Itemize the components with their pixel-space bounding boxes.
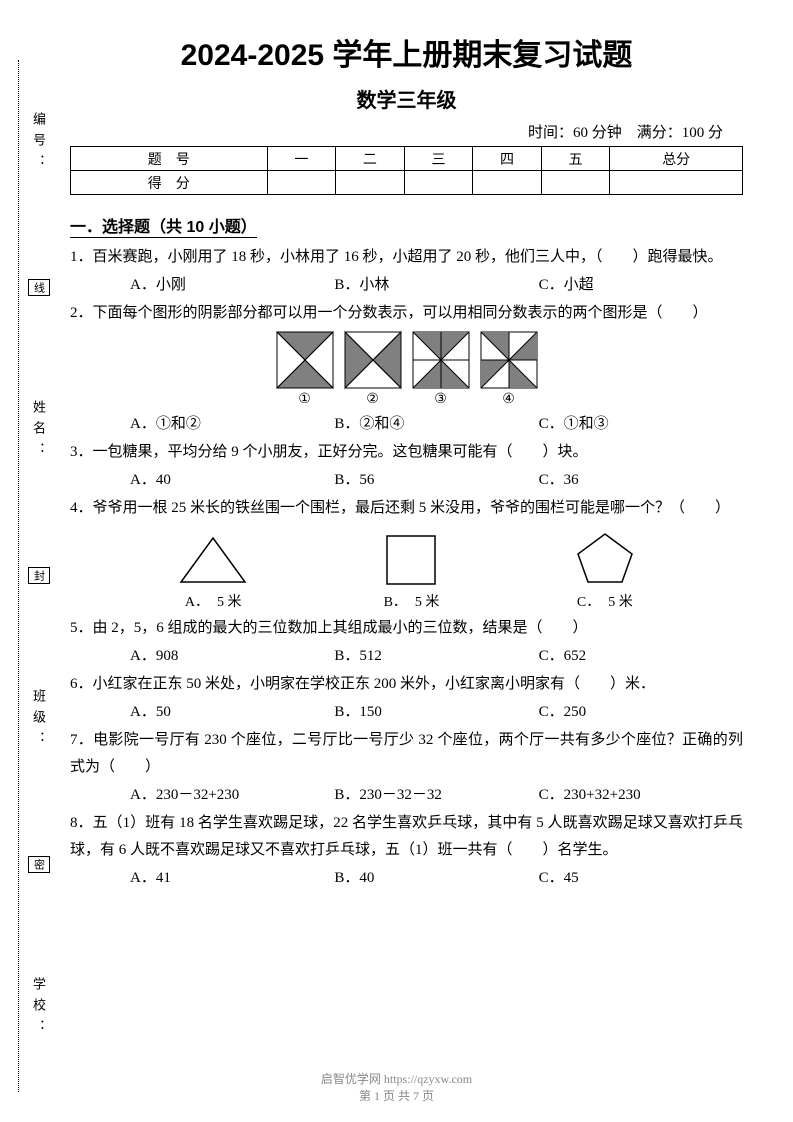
q2-label-3: ③ <box>434 392 447 407</box>
q2-options: A．①和② B．②和④ C．①和③ <box>70 412 743 433</box>
section-heading: 一．选择题（共 10 小题） <box>70 213 257 238</box>
score-cell <box>541 171 610 195</box>
q8-option-c: C．45 <box>539 866 743 887</box>
score-header-cell: 题 号 <box>71 147 268 171</box>
pentagon-icon <box>574 530 636 586</box>
q6-options: A．50 B．150 C．250 <box>70 700 743 721</box>
q1-options: A．小刚 B．小林 C．小超 <box>70 273 743 294</box>
binding-sidebar: 编号： 线 姓名： 封 班级： 密 学校： <box>18 60 58 1092</box>
fraction-square-icon <box>344 331 402 389</box>
sidebar-mark-line: 线 <box>28 279 50 296</box>
sidebar-label-id: 编号： <box>29 112 48 175</box>
triangle-icon <box>177 534 249 586</box>
page-number: 第 1 页 共 7 页 <box>0 1087 793 1104</box>
q2-option-c: C．①和③ <box>539 412 743 433</box>
q5-option-a: A．908 <box>130 644 334 665</box>
watermark: 启智优学网 https://qzyxw.com <box>0 1070 793 1087</box>
score-header-cell: 二 <box>336 147 405 171</box>
score-header-cell: 一 <box>267 147 336 171</box>
q6-option-c: C．250 <box>539 700 743 721</box>
q1-option-b: B．小林 <box>334 273 538 294</box>
page-subtitle: 数学三年级 <box>70 84 743 113</box>
q2-option-a: A．①和② <box>130 412 334 433</box>
score-header-cell: 三 <box>404 147 473 171</box>
page-title: 2024-2025 学年上册期末复习试题 <box>70 30 743 74</box>
question-3: 3．一包糖果，平均分给 9 个小朋友，正好分完。这包糖果可能有（ ）块。 <box>70 439 743 466</box>
q3-option-b: B．56 <box>334 468 538 489</box>
question-5: 5．由 2，5，6 组成的最大的三位数加上其组成最小的三位数，结果是（ ） <box>70 615 743 642</box>
fraction-square-icon <box>412 331 470 389</box>
q7-options: A．230－32+230 B．230－32－32 C．230+32+230 <box>70 783 743 804</box>
q2-shape-3: ③ <box>412 331 470 408</box>
sidebar-label-name: 姓名： <box>29 400 48 463</box>
q2-shape-1: ① <box>276 331 334 408</box>
fraction-square-icon <box>480 331 538 389</box>
q1-option-a: A．小刚 <box>130 273 334 294</box>
sidebar-mark-seal: 封 <box>28 567 50 584</box>
q4-label-c: 5 米 <box>608 595 633 610</box>
q6-option-a: A．50 <box>130 700 334 721</box>
score-header-cell: 五 <box>541 147 610 171</box>
score-header-cell: 四 <box>473 147 542 171</box>
score-cell <box>610 171 743 195</box>
q3-options: A．40 B．56 C．36 <box>70 468 743 489</box>
q7-option-c: C．230+32+230 <box>539 783 743 804</box>
q2-label-4: ④ <box>502 392 515 407</box>
q5-option-c: C．652 <box>539 644 743 665</box>
q2-shapes: ① ② ③ <box>70 331 743 408</box>
question-7: 7．电影院一号厅有 230 个座位，二号厅比一号厅少 32 个座位，两个厅一共有… <box>70 727 743 781</box>
sidebar-mark-secret: 密 <box>28 856 50 873</box>
score-header-cell: 总分 <box>610 147 743 171</box>
square-icon <box>383 534 439 586</box>
q6-option-b: B．150 <box>334 700 538 721</box>
question-4: 4．爷爷用一根 25 米长的铁丝围一个围栏，最后还剩 5 米没用，爷爷的围栏可能… <box>70 495 743 522</box>
q2-label-1: ① <box>298 392 311 407</box>
q4-shapes: A． 5 米 B． 5 米 C． 5 米 <box>70 530 743 611</box>
q8-options: A．41 B．40 C．45 <box>70 866 743 887</box>
q4-opt-a: A． <box>185 591 209 611</box>
q4-label-b: 5 米 <box>415 595 440 610</box>
q7-option-a: A．230－32+230 <box>130 783 334 804</box>
q5-options: A．908 B．512 C．652 <box>70 644 743 665</box>
q2-label-2: ② <box>366 392 379 407</box>
q7-option-b: B．230－32－32 <box>334 783 538 804</box>
q3-option-c: C．36 <box>539 468 743 489</box>
score-table: 题 号 一 二 三 四 五 总分 得 分 <box>70 146 743 195</box>
question-2: 2．下面每个图形的阴影部分都可以用一个分数表示，可以用相同分数表示的两个图形是（… <box>70 300 743 327</box>
q8-option-a: A．41 <box>130 866 334 887</box>
exam-meta: 时间：60 分钟 满分：100 分 <box>70 121 743 142</box>
question-6: 6．小红家在正东 50 米处，小明家在学校正东 200 米外，小红家离小明家有（… <box>70 671 743 698</box>
q3-option-a: A．40 <box>130 468 334 489</box>
fraction-square-icon <box>276 331 334 389</box>
q4-shape-triangle: A． 5 米 <box>177 534 249 611</box>
question-8: 8．五（1）班有 18 名学生喜欢踢足球，22 名学生喜欢乒乓球，其中有 5 人… <box>70 810 743 864</box>
q2-shape-4: ④ <box>480 331 538 408</box>
q4-opt-c: C． <box>577 591 600 611</box>
q4-shape-pentagon: C． 5 米 <box>574 530 636 611</box>
page-footer: 启智优学网 https://qzyxw.com 第 1 页 共 7 页 <box>0 1070 793 1104</box>
q1-option-c: C．小超 <box>539 273 743 294</box>
q2-option-b: B．②和④ <box>334 412 538 433</box>
q4-opt-b: B． <box>384 591 407 611</box>
q4-label-a: 5 米 <box>217 595 242 610</box>
question-1: 1．百米赛跑，小刚用了 18 秒，小林用了 16 秒，小超用了 20 秒，他们三… <box>70 244 743 271</box>
score-cell <box>404 171 473 195</box>
score-cell <box>473 171 542 195</box>
q2-shape-2: ② <box>344 331 402 408</box>
score-cell <box>267 171 336 195</box>
score-cell <box>336 171 405 195</box>
q5-option-b: B．512 <box>334 644 538 665</box>
score-cell: 得 分 <box>71 171 268 195</box>
q8-option-b: B．40 <box>334 866 538 887</box>
q4-shape-square: B． 5 米 <box>383 534 439 611</box>
sidebar-label-class: 班级： <box>29 689 48 752</box>
sidebar-label-school: 学校： <box>29 977 48 1040</box>
